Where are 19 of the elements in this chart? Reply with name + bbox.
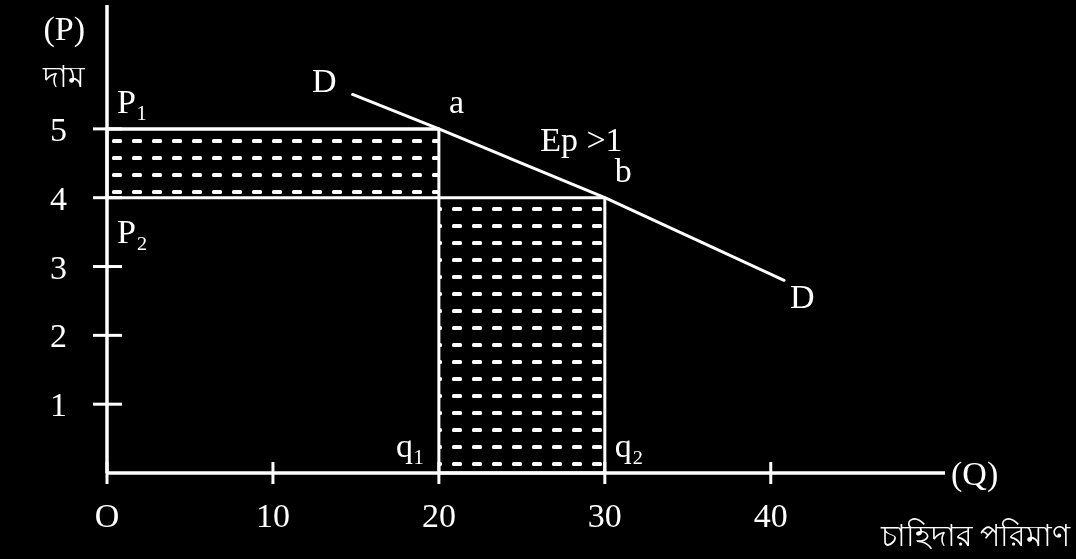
- x-axis-title: (Q) চাহিদার পরিমাণ: [879, 455, 1071, 552]
- y-tick-label: 5: [50, 110, 67, 148]
- y-axis-title: (P) দাম: [42, 10, 86, 93]
- x-tick-label: O: [94, 497, 120, 534]
- annotation: a: [448, 82, 464, 120]
- y-tick-label: 2: [50, 317, 67, 355]
- annotation: q₁: [396, 427, 425, 464]
- annotation: P₂: [117, 212, 148, 250]
- x-tick-label: 20: [421, 497, 456, 534]
- y-tick-label: 1: [50, 386, 67, 424]
- x-tick-label: 10: [255, 497, 290, 534]
- x-tick-label: 30: [587, 497, 622, 534]
- y-tick-label: 4: [50, 179, 67, 217]
- series-label: D: [312, 62, 337, 100]
- annotation: q₂: [614, 427, 644, 464]
- x-tick-label: 40: [753, 497, 788, 534]
- annotation: P₁: [117, 82, 148, 120]
- y-tick-label: 3: [50, 248, 67, 286]
- series-label: D: [790, 278, 815, 316]
